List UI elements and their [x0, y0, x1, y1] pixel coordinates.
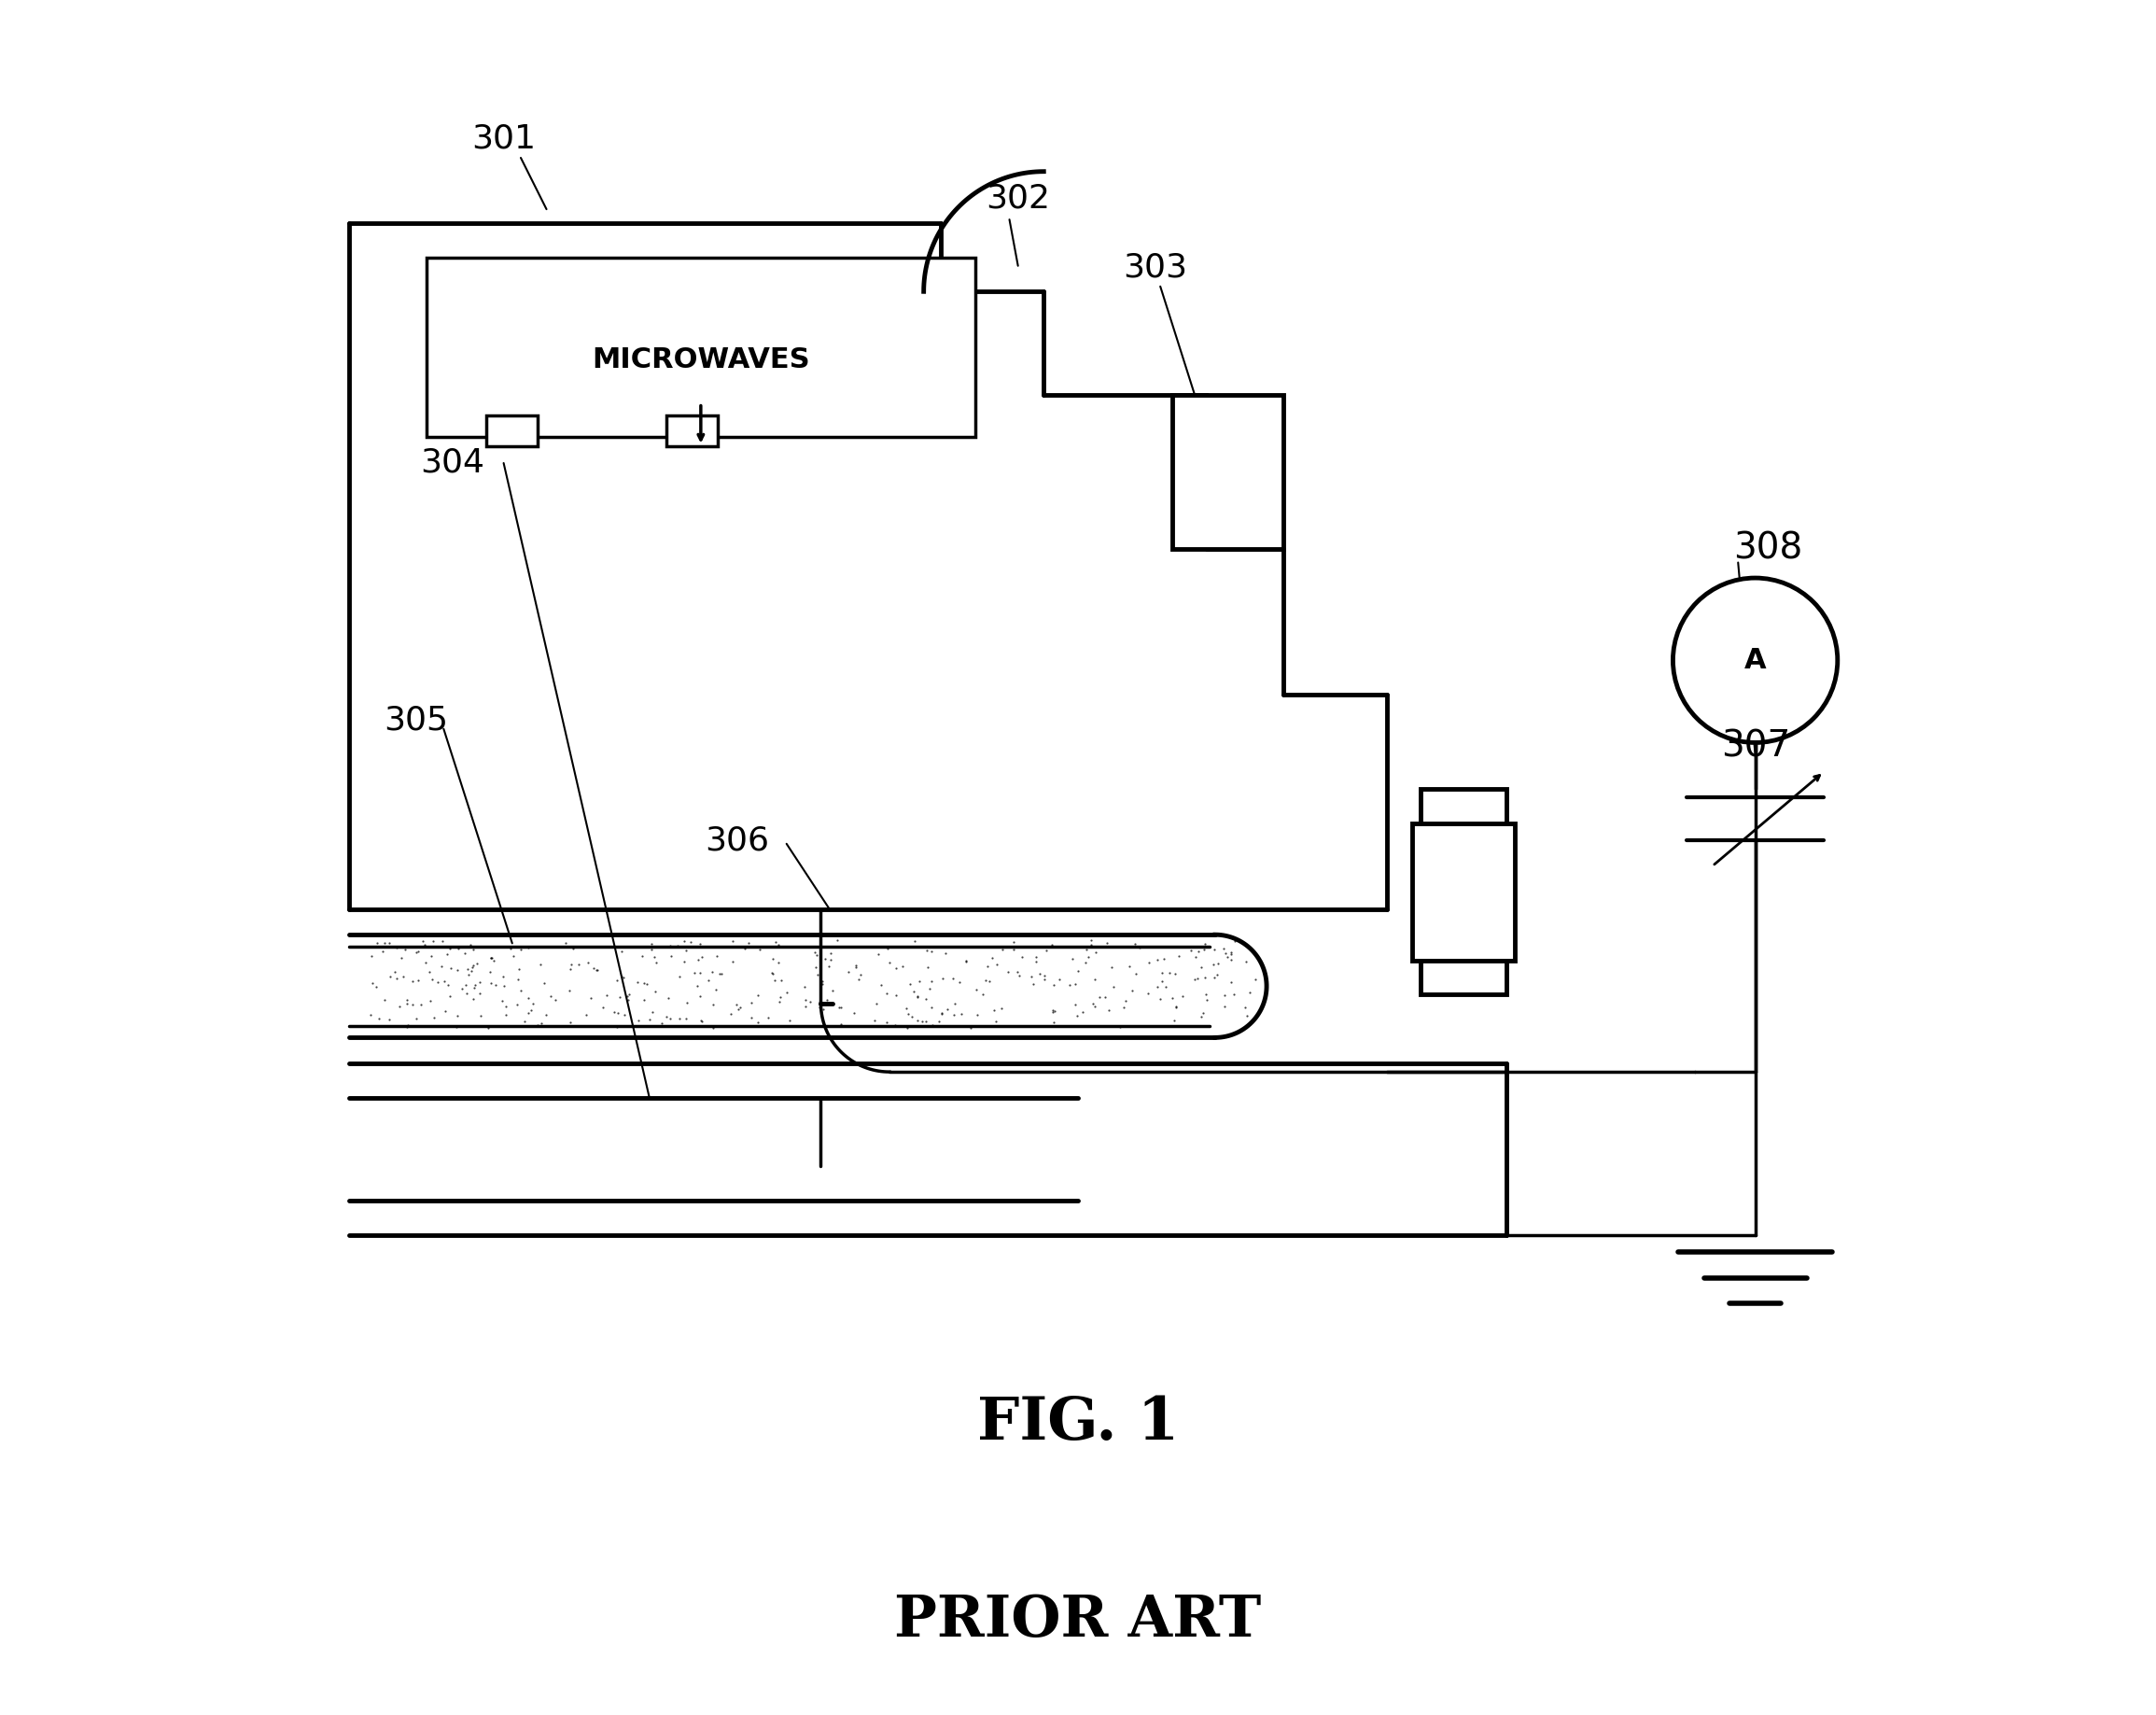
Bar	[427, 257, 975, 437]
Text: A: A	[1744, 647, 1766, 674]
Text: 301: 301	[472, 122, 537, 154]
Text: PRIOR ART: PRIOR ART	[895, 1593, 1261, 1648]
Bar	[666, 415, 718, 446]
Text: 308: 308	[1733, 532, 1802, 566]
Text: 302: 302	[985, 182, 1050, 214]
Text: MICROWAVES: MICROWAVES	[591, 346, 811, 374]
Text: 304: 304	[420, 448, 485, 478]
Bar	[1412, 823, 1516, 960]
Text: 307: 307	[1720, 729, 1789, 763]
Bar	[487, 415, 539, 446]
Text: 306: 306	[705, 825, 770, 856]
Text: 303: 303	[1123, 250, 1188, 283]
Bar	[1173, 394, 1283, 549]
Bar	[1421, 789, 1507, 995]
Circle shape	[1673, 578, 1837, 743]
Text: FIG. 1: FIG. 1	[977, 1394, 1179, 1453]
Text: 305: 305	[384, 705, 448, 736]
